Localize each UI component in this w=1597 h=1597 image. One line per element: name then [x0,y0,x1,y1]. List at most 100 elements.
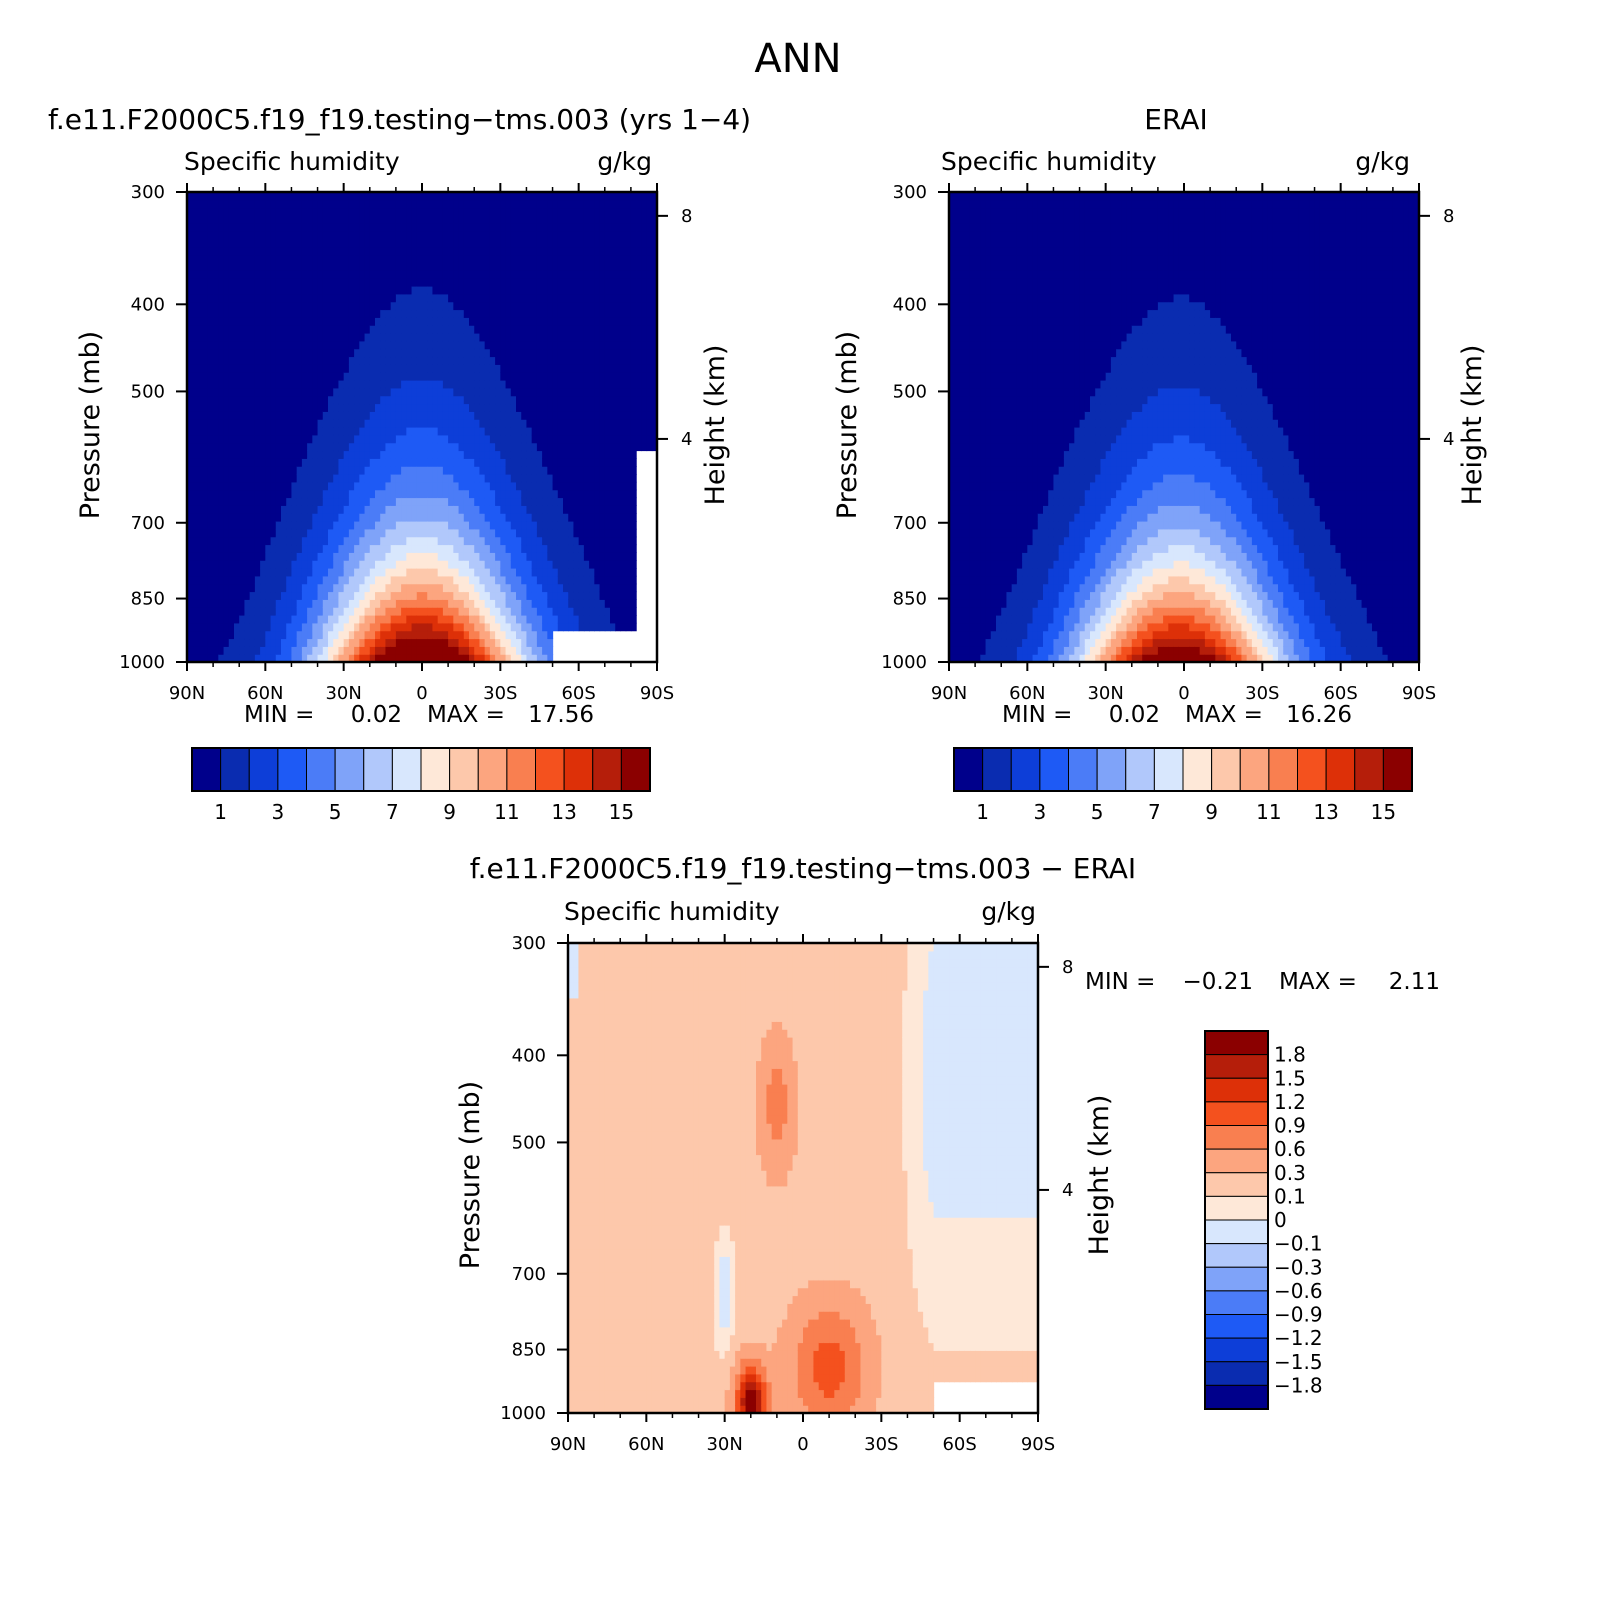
contour-cell [589,254,595,264]
contour-cell [249,356,256,365]
contour-cell [213,356,219,365]
contour-cell [380,497,387,506]
contour-cell [213,333,219,342]
contour-cell [244,301,251,311]
contour-cell [578,309,585,318]
contour-cell [594,474,601,483]
contour-cell [406,317,413,326]
contour-cell [317,481,324,491]
contour-cell [291,380,298,389]
contour-cell [594,615,601,624]
contour-cell [317,536,324,546]
contour-cell [453,403,460,412]
contour-cell [343,246,350,256]
contour-cell [604,254,611,264]
contour-cell [301,356,308,365]
contour-cell [354,638,360,647]
contour-cell [301,348,308,358]
contour-cell [192,395,199,405]
contour-cell [380,364,387,373]
contour-cell [442,591,449,600]
contour-cell [239,434,246,444]
contour-cell [526,333,533,342]
contour-cell [411,395,418,405]
contour-cell [432,262,439,271]
contour-cell [474,380,481,389]
contour-cell [531,192,538,201]
contour-cell [328,630,334,640]
contour-cell [207,262,214,271]
contour-cell [218,442,225,452]
contour-cell [187,434,193,444]
contour-cell [286,278,293,287]
contour-cell [610,427,616,436]
contour-cell [604,278,611,287]
contour-cell [301,450,308,459]
contour-cell [620,560,627,569]
contour-cell [375,286,381,295]
contour-cell [536,301,543,311]
contour-cell [286,395,293,405]
contour-cell [192,262,199,271]
contour-cell [312,481,319,491]
contour-cell [610,364,616,373]
contour-cell [213,395,219,405]
contour-cell [354,246,360,256]
contour-cell [223,270,230,279]
contour-cell [317,427,324,436]
contour-cell [312,575,319,585]
contour-cell [197,231,204,240]
contour-cell [207,192,214,201]
contour-cell [432,223,439,232]
contour-cell [223,638,230,647]
contour-cell [557,223,564,232]
contour-cell [599,192,606,201]
contour-cell [338,560,345,569]
contour-cell [615,607,622,616]
contour-cell [333,246,340,256]
contour-cell [260,489,266,499]
contour-cell [207,286,214,295]
contour-cell [301,270,308,279]
contour-cell [202,254,209,264]
contour-cell [427,270,434,279]
contour-cell [615,474,622,483]
contour-cell [343,466,350,475]
contour-cell [223,536,230,546]
contour-cell [207,654,214,663]
contour-cell [301,528,308,538]
contour-cell [369,301,376,311]
contour-cell [338,513,345,522]
contour-cell [578,544,585,553]
contour-cell [260,207,266,217]
contour-cell [416,654,423,663]
contour-cell [432,380,439,389]
contour-cell [234,622,240,632]
contour-cell [427,395,434,405]
contour-cell [422,348,428,358]
contour-cell [380,646,387,655]
contour-cell [479,536,486,546]
contour-cell [547,654,554,663]
contour-cell [500,568,507,577]
contour-cell [458,552,465,561]
contour-cell [521,654,528,663]
contour-cell [307,646,313,655]
contour-cell [254,654,261,663]
contour-cell [202,246,209,256]
contour-cell [385,513,392,522]
contour-cell [500,239,507,248]
contour-cell [474,270,481,279]
contour-cell [484,497,491,506]
contour-cell [516,325,522,334]
contour-cell [557,372,564,381]
contour-cell [432,427,439,436]
contour-cell [291,239,298,248]
contour-cell [234,309,240,318]
contour-cell [422,528,428,538]
contour-cell [239,199,246,209]
contour-cell [615,552,622,561]
contour-cell [578,419,585,428]
contour-cell [244,278,251,287]
contour-cell [547,630,554,640]
